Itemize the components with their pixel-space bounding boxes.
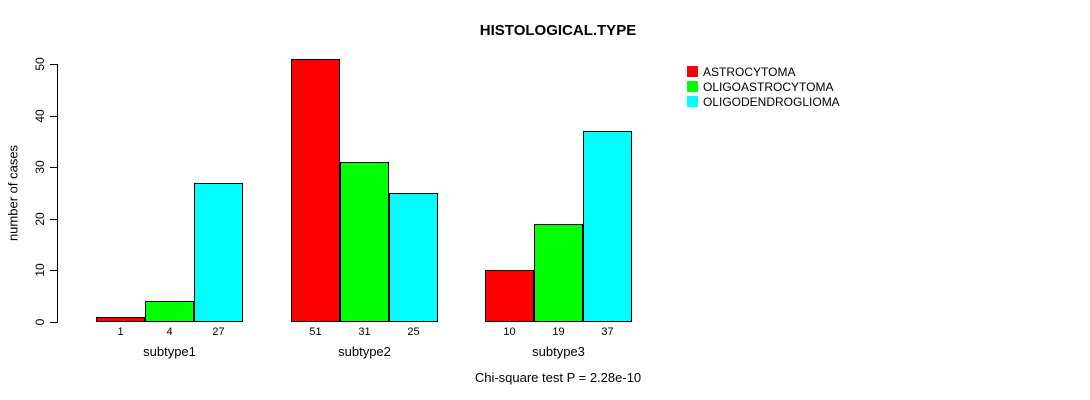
legend-item: OLIGOASTROCYTOMA — [687, 79, 840, 94]
legend-item: OLIGODENDROGLIOMA — [687, 94, 840, 109]
bar-value-label: 37 — [601, 326, 614, 338]
legend-swatch — [687, 96, 698, 107]
bar-value-label: 10 — [503, 326, 516, 338]
y-axis-tick — [50, 64, 57, 65]
chart-title: HISTOLOGICAL.TYPE — [479, 22, 637, 39]
legend-item-label: OLIGODENDROGLIOMA — [703, 94, 840, 109]
bar — [194, 183, 243, 322]
group-label: subtype1 — [143, 344, 196, 359]
legend-item-label: ASTROCYTOMA — [703, 64, 796, 79]
bar — [96, 317, 145, 322]
bar-value-label: 25 — [407, 326, 420, 338]
y-axis-tick-label: 30 — [33, 160, 47, 174]
bar-value-label: 31 — [358, 326, 371, 338]
group-label: subtype2 — [338, 344, 391, 359]
y-axis-tick — [50, 322, 57, 323]
bar — [145, 301, 194, 322]
bar — [291, 59, 340, 322]
y-axis-label: number of cases — [5, 144, 21, 242]
group-label: subtype3 — [532, 344, 585, 359]
legend: ASTROCYTOMA OLIGOASTROCYTOMA OLIGODENDROGL… — [687, 64, 840, 109]
y-axis-tick — [50, 167, 57, 169]
y-axis-tick-label: 10 — [33, 263, 47, 278]
legend-item: ASTROCYTOMA — [687, 64, 840, 79]
bar — [340, 162, 389, 322]
y-axis-line — [57, 64, 58, 323]
y-axis-tick — [50, 270, 57, 272]
legend-swatch — [687, 66, 698, 77]
y-axis-tick-label: 20 — [33, 212, 47, 226]
bar-value-label: 51 — [309, 326, 322, 338]
bar — [485, 270, 534, 322]
annotation-text: Chi-square test P = 2.28e-10 — [474, 370, 642, 385]
legend-item-label: OLIGOASTROCYTOMA — [703, 79, 834, 94]
y-axis-tick-label: 0 — [33, 318, 47, 326]
bar — [583, 131, 632, 322]
bar — [389, 193, 438, 322]
bar-value-label: 4 — [166, 326, 173, 338]
bar-value-label: 19 — [552, 326, 565, 338]
y-axis-tick — [50, 218, 57, 220]
bar-value-label: 27 — [212, 326, 225, 338]
bar — [534, 224, 583, 322]
bar-value-label: 1 — [117, 326, 124, 338]
y-axis-tick — [50, 115, 57, 117]
y-axis-tick-label: 40 — [33, 108, 47, 123]
legend-swatch — [687, 81, 698, 92]
y-axis-tick-label: 50 — [33, 57, 47, 71]
